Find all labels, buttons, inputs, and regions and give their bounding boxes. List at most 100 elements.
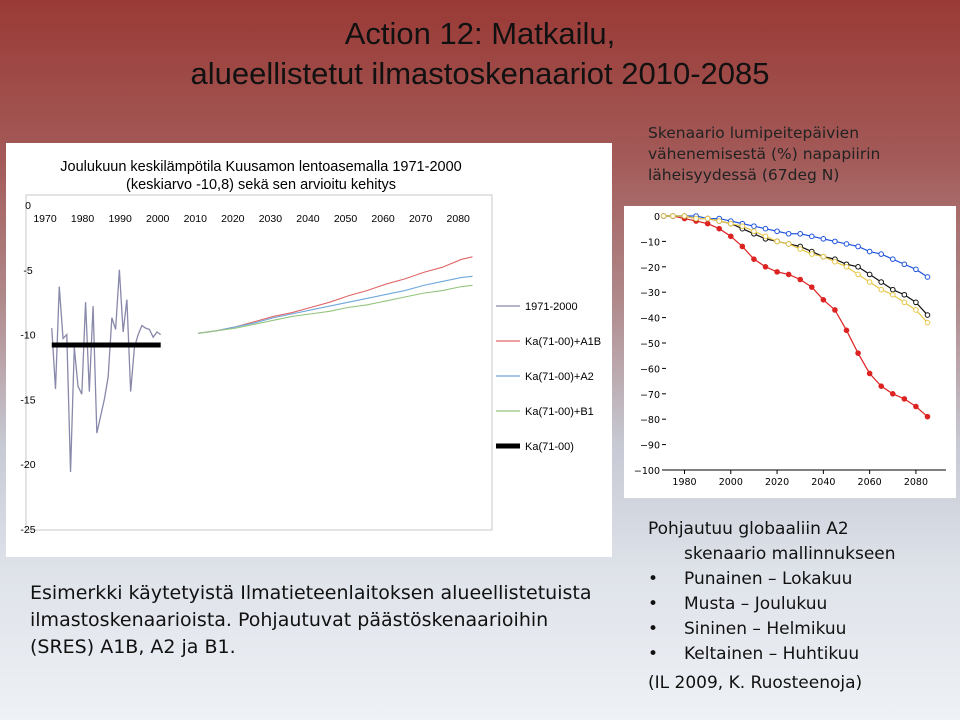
data-point [681,213,688,219]
data-point [751,256,757,262]
x-tick-label: 2070 [409,213,433,225]
bullet-icon: • [648,569,659,589]
x-tick-label: 2000 [146,213,170,225]
data-point [774,228,780,235]
x-tick-label: 1980 [672,477,696,488]
source-citation: (IL 2009, K. Ruosteenoja) [648,673,863,693]
data-point [855,243,861,250]
series-points [660,213,931,420]
month-color-text: Keltainen – Huhtikuu [684,644,860,664]
data-point [913,307,919,313]
month-color-item: • Sininen – Helmikuu [648,617,953,642]
data-point [808,233,815,240]
y-tick-label: −50 [640,339,660,350]
data-point [924,319,931,326]
data-point [727,233,734,240]
data-point [704,215,711,222]
x-tick-label: 2060 [858,477,882,488]
data-point [739,223,746,229]
legend-label: Ka(71-00)+A2 [525,371,594,383]
month-color-item: • Keltainen – Huhtikuu [648,642,953,667]
data-point [820,253,827,260]
y-tick-label: 0 [654,212,660,223]
data-point [843,327,850,334]
snow-cover-caption: Skenaario lumipeitepäivien vähenemisestä… [648,124,881,184]
data-point [751,228,757,235]
data-point [889,256,896,262]
data-point [832,307,838,313]
data-point [820,297,827,303]
bullet-icon: • [648,619,659,639]
y-tick-label: −10 [640,237,660,248]
data-point [913,266,919,273]
y-tick-label: −80 [640,415,660,426]
data-point [739,243,746,250]
x-tick-label: 2000 [719,477,743,488]
x-tick-label: 2010 [184,213,208,225]
data-point [808,284,815,290]
y-tick-label: -15 [20,394,35,406]
data-point [866,248,873,255]
data-point [889,286,896,293]
data-point [785,271,792,278]
data-point [727,220,734,227]
data-point [843,264,850,270]
data-point [924,312,931,318]
plot-area [25,194,493,531]
y-tick-label: −90 [640,441,660,452]
x-tick-label: 1990 [108,213,132,225]
bullet-icon: • [648,644,659,664]
data-point [878,383,885,389]
x-tick-label: 2040 [811,477,835,488]
notes-line-2: skenaario mallinnukseen [684,544,896,564]
data-point [878,251,885,257]
series-line [198,284,473,334]
series-line [663,215,928,316]
y-tick-label: -10 [20,330,35,342]
chart-subtitle: (keskiarvo -10,8) sekä sen arvioitu kehi… [126,177,396,193]
month-color-list: • Punainen – Lokakuu • Musta – Joulukuu • S… [648,567,953,667]
month-color-item: • Musta – Joulukuu [648,592,953,617]
x-tick-label: 2080 [904,477,928,488]
y-tick-label: -5 [23,265,32,277]
data-point [901,396,908,402]
y-tick-label: -25 [20,524,35,536]
data-point [901,299,908,306]
month-color-item: • Punainen – Lokakuu [648,567,953,592]
data-point [820,236,827,242]
data-point [751,223,757,229]
x-axis: 1980 2000 2020 2040 2060 2080 [666,469,946,488]
snow-cover-chart-svg: 0 −10 −20 −30 −40 −50 −60 −70 −80 −90 −100 1980 200… [634,212,946,488]
data-point [855,264,861,270]
data-point [797,276,804,283]
series-line [51,269,162,472]
bullet-icon: • [648,594,659,614]
y-tick-label: −100 [634,466,660,477]
x-tick-label: 2040 [296,213,320,225]
x-tick-label: 1980 [71,213,95,225]
data-point [901,291,908,298]
y-axis: 0 -5 -10 -15 -20 -25 [20,200,35,536]
data-point [913,403,919,410]
data-point [866,271,873,278]
data-point [693,215,699,222]
series-line [663,215,928,324]
legend-label: Ka(71-00)+B1 [525,406,594,418]
data-point [808,251,815,257]
data-point [832,238,838,245]
month-color-text: Musta – Joulukuu [684,594,828,614]
data-point [704,220,711,227]
data-point [913,299,919,306]
y-tick-label: −40 [640,314,660,325]
legend-label: 1971-2000 [525,301,578,313]
y-tick-label: −20 [640,263,660,274]
notes-line-1: Pohjautuu globaaliin A2 [648,519,849,539]
month-color-text: Sininen – Helmikuu [684,619,847,639]
y-tick-label: −60 [640,364,660,375]
legend: 1971-2000 Ka(71-00)+A1B Ka(71-00)+A2 Ka(71-… [496,301,601,453]
month-color-text: Punainen – Lokakuu [684,569,853,589]
data-point [716,218,723,224]
data-point [843,241,850,247]
data-point [797,246,804,252]
data-point [762,264,769,270]
